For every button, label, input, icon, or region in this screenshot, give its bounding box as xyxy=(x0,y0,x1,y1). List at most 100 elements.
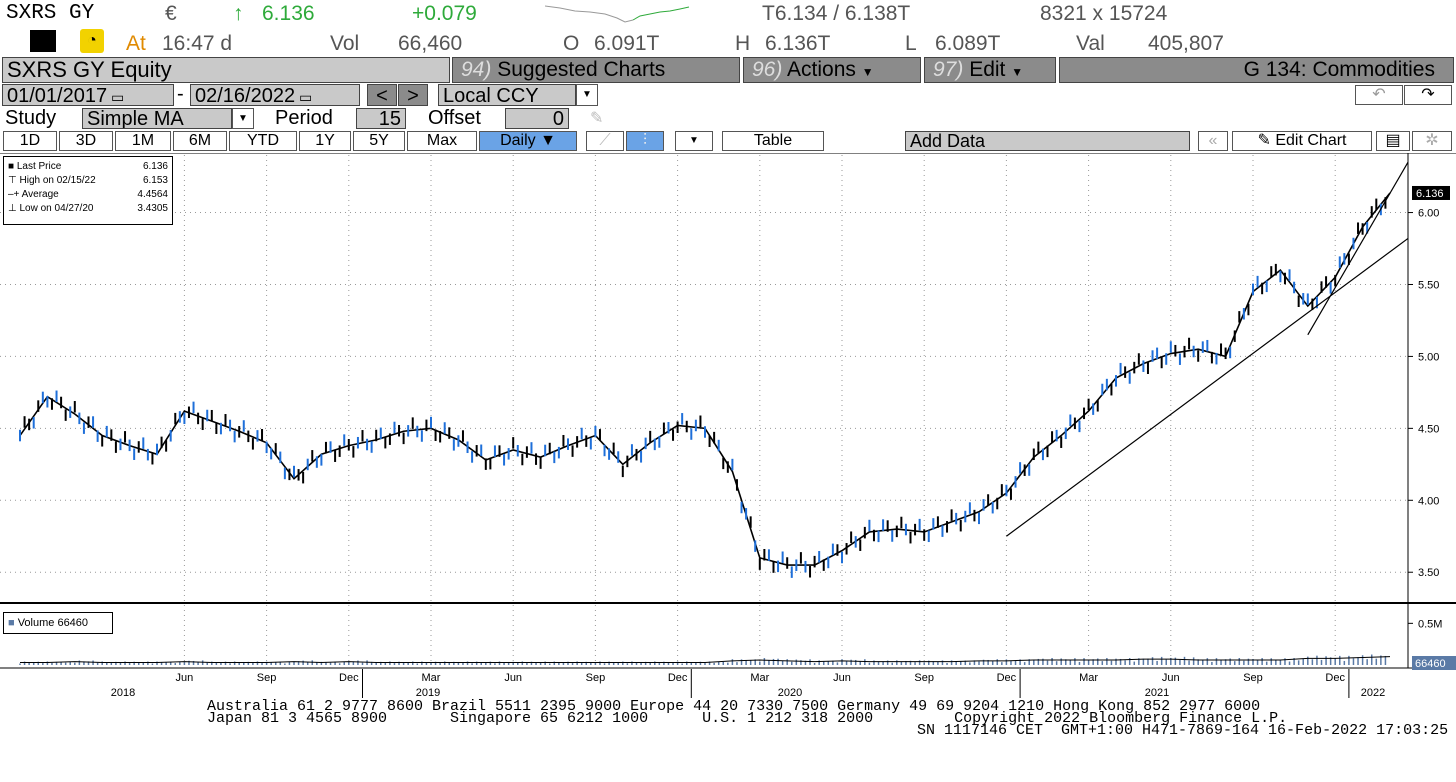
last-price-tag-label: 6.136 xyxy=(1416,188,1444,200)
prev-button[interactable]: < xyxy=(367,84,397,106)
redo-icon[interactable]: ↷ xyxy=(1404,85,1452,105)
study-select[interactable]: Simple MA xyxy=(82,108,232,129)
trendline xyxy=(1006,237,1409,537)
legend-high-value: 6.153 xyxy=(142,175,168,186)
edit-menu[interactable]: 97) Edit ▼ xyxy=(924,57,1056,83)
price-line xyxy=(19,192,1391,566)
year-label: 2018 xyxy=(111,687,135,699)
edit-chart-label: Edit Chart xyxy=(1275,132,1347,149)
range-6m[interactable]: 6M xyxy=(173,131,227,151)
low-label: L xyxy=(905,32,917,55)
y-tick-label: 6.00 xyxy=(1418,208,1439,220)
range-5y[interactable]: 5Y xyxy=(353,131,405,151)
bid-ask-size: 8321 x 15724 xyxy=(1040,2,1168,25)
collapse-icon[interactable]: « xyxy=(1198,131,1228,151)
x-tick-label: Jun xyxy=(833,672,851,684)
chart-settings-icon[interactable]: ▤ xyxy=(1376,131,1410,151)
x-tick-label: Sep xyxy=(914,672,934,684)
price-chart[interactable]: 3.50 4.00 4.50 5.00 5.50 6.00 Jun Sep Dec Mar Jun S… xyxy=(0,153,1456,713)
x-tick-label: Dec xyxy=(1325,672,1345,684)
low-marker-icon: ⊥ xyxy=(8,203,20,214)
val-value: 405,807 xyxy=(1148,32,1224,55)
bid-ask: T6.134 / 6.138T xyxy=(762,2,911,25)
start-date-field[interactable]: 01/01/2017 ▭ xyxy=(2,84,174,106)
security-field[interactable]: SXRS GY Equity xyxy=(2,57,450,83)
square-icon: ■ xyxy=(8,617,18,629)
y-tick-label: 4.00 xyxy=(1418,495,1439,507)
x-tick-label: Sep xyxy=(586,672,606,684)
range-ytd[interactable]: YTD xyxy=(229,131,297,151)
ticker: SXRS GY xyxy=(6,2,95,25)
x-tick-label: Dec xyxy=(997,672,1017,684)
range-1m[interactable]: 1M xyxy=(115,131,171,151)
low-value: 6.089T xyxy=(935,32,1001,55)
line-chart-icon[interactable]: ⟋ xyxy=(586,131,624,151)
at-label: At xyxy=(126,32,146,55)
range-1d[interactable]: 1D xyxy=(3,131,57,151)
x-tick-label: Dec xyxy=(339,672,359,684)
quote-time: 16:47 d xyxy=(162,32,233,55)
year-label: 2021 xyxy=(1145,687,1169,699)
frequency-select[interactable]: Daily ▼ xyxy=(479,131,577,151)
period-input[interactable]: 15 xyxy=(356,108,406,129)
x-tick-label: Sep xyxy=(1243,672,1263,684)
volume-last-tag-label: 66460 xyxy=(1415,658,1446,670)
chevron-down-icon: ▼ xyxy=(1011,65,1024,79)
study-label: Study xyxy=(5,107,57,129)
price-legend: ■ Last Price 6.136 ⊤ High on 02/15/22 6.… xyxy=(3,156,173,225)
undo-icon[interactable]: ↶ xyxy=(1355,85,1403,105)
val-label: Val xyxy=(1076,32,1105,55)
start-date: 01/01/2017 xyxy=(7,85,108,106)
x-tick-label: Sep xyxy=(257,672,277,684)
add-data-field[interactable]: Add Data xyxy=(905,131,1190,151)
candle-chart-icon[interactable]: ⫶ xyxy=(626,131,664,151)
suggested-charts-button[interactable]: 94) Suggested Charts xyxy=(452,57,740,83)
volume-tick-label: 0.5M xyxy=(1418,618,1442,630)
x-tick-label: Mar xyxy=(422,672,441,684)
high-marker-icon: ⊤ xyxy=(8,175,20,186)
up-arrow-icon: ↑ xyxy=(233,2,244,25)
terminal-icon[interactable] xyxy=(30,30,56,52)
actions-menu[interactable]: 96) Actions ▼ xyxy=(743,57,921,83)
year-label: 2022 xyxy=(1361,687,1385,699)
y-tick-label: 5.00 xyxy=(1418,351,1439,363)
pencil-icon: ✎ xyxy=(1257,132,1276,149)
edit-chart-button[interactable]: ✎ Edit Chart xyxy=(1232,131,1372,151)
legend-avg-label: –+ Average xyxy=(8,189,59,200)
x-tick-label: Mar xyxy=(750,672,769,684)
chevron-down-icon[interactable]: ▼ xyxy=(576,84,598,106)
legend-avg-value: 4.4564 xyxy=(137,189,168,200)
calendar-icon[interactable]: ▭ xyxy=(107,89,125,105)
volume-legend: ■ Volume 66460 xyxy=(3,612,113,634)
end-date-field[interactable]: 02/16/2022 ▭ xyxy=(190,84,360,106)
x-tick-label: Dec xyxy=(668,672,688,684)
legend-low-value: 3.4305 xyxy=(137,203,168,214)
offset-input[interactable]: 0 xyxy=(505,108,569,129)
chevron-down-icon[interactable]: ▼ xyxy=(675,131,713,151)
range-max[interactable]: Max xyxy=(407,131,477,151)
open-label: O xyxy=(563,32,580,55)
calendar-icon[interactable]: ▭ xyxy=(295,89,313,105)
chevron-down-icon[interactable]: ▼ xyxy=(232,108,254,129)
currency-select[interactable]: Local CCY xyxy=(438,84,576,106)
gauge-icon[interactable]: ◔ xyxy=(80,29,104,53)
range-1y[interactable]: 1Y xyxy=(299,131,351,151)
x-tick-label: Jun xyxy=(1162,672,1180,684)
chevron-down-icon: ▼ xyxy=(861,65,874,79)
volume-last-tag xyxy=(1412,656,1456,670)
next-button[interactable]: > xyxy=(398,84,428,106)
table-button[interactable]: Table xyxy=(722,131,824,151)
volume-value: 66,460 xyxy=(398,32,463,55)
gear-icon[interactable]: ✲ xyxy=(1412,131,1452,151)
actions-number: 96) xyxy=(752,58,783,81)
last-price-tag xyxy=(1412,185,1450,200)
legend-last-label: ■ Last Price xyxy=(8,161,62,172)
chart-template[interactable]: G 134: Commodities xyxy=(1059,57,1454,83)
pencil-icon[interactable]: ✎ xyxy=(590,110,604,127)
footer-line-2: Japan 81 3 4565 8900 Singapore 65 6212 1… xyxy=(207,710,1288,727)
last-price: 6.136 xyxy=(262,2,315,25)
date-separator: - xyxy=(177,83,184,105)
legend-last-value: 6.136 xyxy=(142,161,168,172)
vol-label: Vol xyxy=(330,32,360,55)
range-3d[interactable]: 3D xyxy=(59,131,113,151)
